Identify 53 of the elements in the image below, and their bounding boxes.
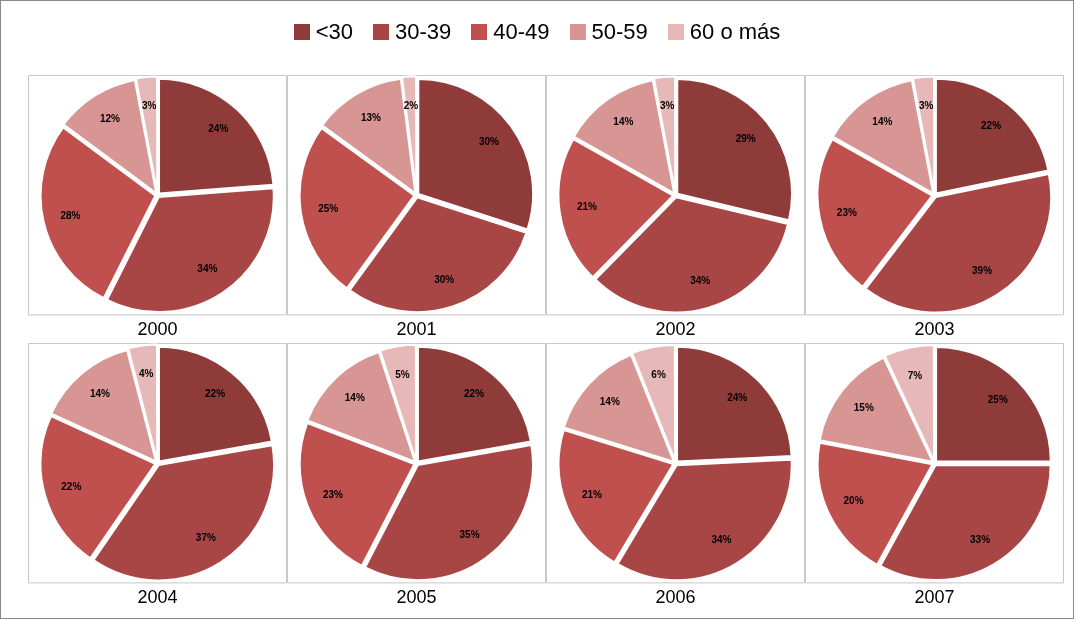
text: 2000 <box>137 319 178 340</box>
data-label: 20% <box>843 495 864 507</box>
data-label: 23% <box>836 206 857 218</box>
legend-label: 30-39 <box>394 19 452 45</box>
data-label: 37% <box>195 532 216 544</box>
data-label: 34% <box>197 263 218 275</box>
data-label: 14% <box>344 392 365 404</box>
data-label: 2% <box>403 99 419 111</box>
data-label: 34% <box>711 533 732 545</box>
text: 2005 <box>396 587 437 608</box>
data-label: 5% <box>395 368 410 380</box>
data-label: 6% <box>651 369 666 381</box>
text: 2003 <box>914 319 955 340</box>
data-label: 28% <box>60 209 81 221</box>
data-label: 14% <box>872 116 893 128</box>
data-label: 35% <box>459 528 480 540</box>
data-label: 23% <box>322 488 344 500</box>
data-label: 25% <box>318 202 339 214</box>
legend-label: 60 o más <box>689 19 781 45</box>
text: 2006 <box>655 587 696 608</box>
data-label: 13% <box>360 111 382 123</box>
data-label: 30% <box>478 136 499 148</box>
data-label: 21% <box>576 201 598 213</box>
legend-label: <30 <box>315 19 353 45</box>
data-label: 3% <box>659 99 675 111</box>
data-label: 7% <box>907 369 923 381</box>
data-label: 3% <box>141 99 157 111</box>
legend-label: 50-59 <box>591 19 648 45</box>
data-label: 34% <box>690 274 711 286</box>
text: 2004 <box>137 587 178 608</box>
data-label: 4% <box>138 368 154 380</box>
data-label: 22% <box>205 388 226 400</box>
data-label: 24% <box>208 123 229 135</box>
data-label: 22% <box>464 388 485 400</box>
data-label: 14% <box>613 116 634 128</box>
data-label: 12% <box>99 113 121 125</box>
data-label: 21% <box>581 488 603 500</box>
data-label: 33% <box>970 533 991 545</box>
text: 2001 <box>396 319 437 340</box>
data-label: 25% <box>987 393 1008 405</box>
legend-label: 40-49 <box>493 19 550 45</box>
data-label: 30% <box>434 274 455 286</box>
data-label: 15% <box>853 402 874 414</box>
data-label: 14% <box>599 396 620 408</box>
data-label: 14% <box>89 388 111 400</box>
data-label: 22% <box>981 119 1002 131</box>
data-label: 22% <box>61 480 82 492</box>
data-label: 29% <box>735 133 756 145</box>
data-label: 24% <box>727 392 748 404</box>
data-label: 39% <box>972 264 993 276</box>
text: 2002 <box>655 319 696 340</box>
text: 2007 <box>914 587 955 608</box>
data-label: 3% <box>918 99 934 111</box>
